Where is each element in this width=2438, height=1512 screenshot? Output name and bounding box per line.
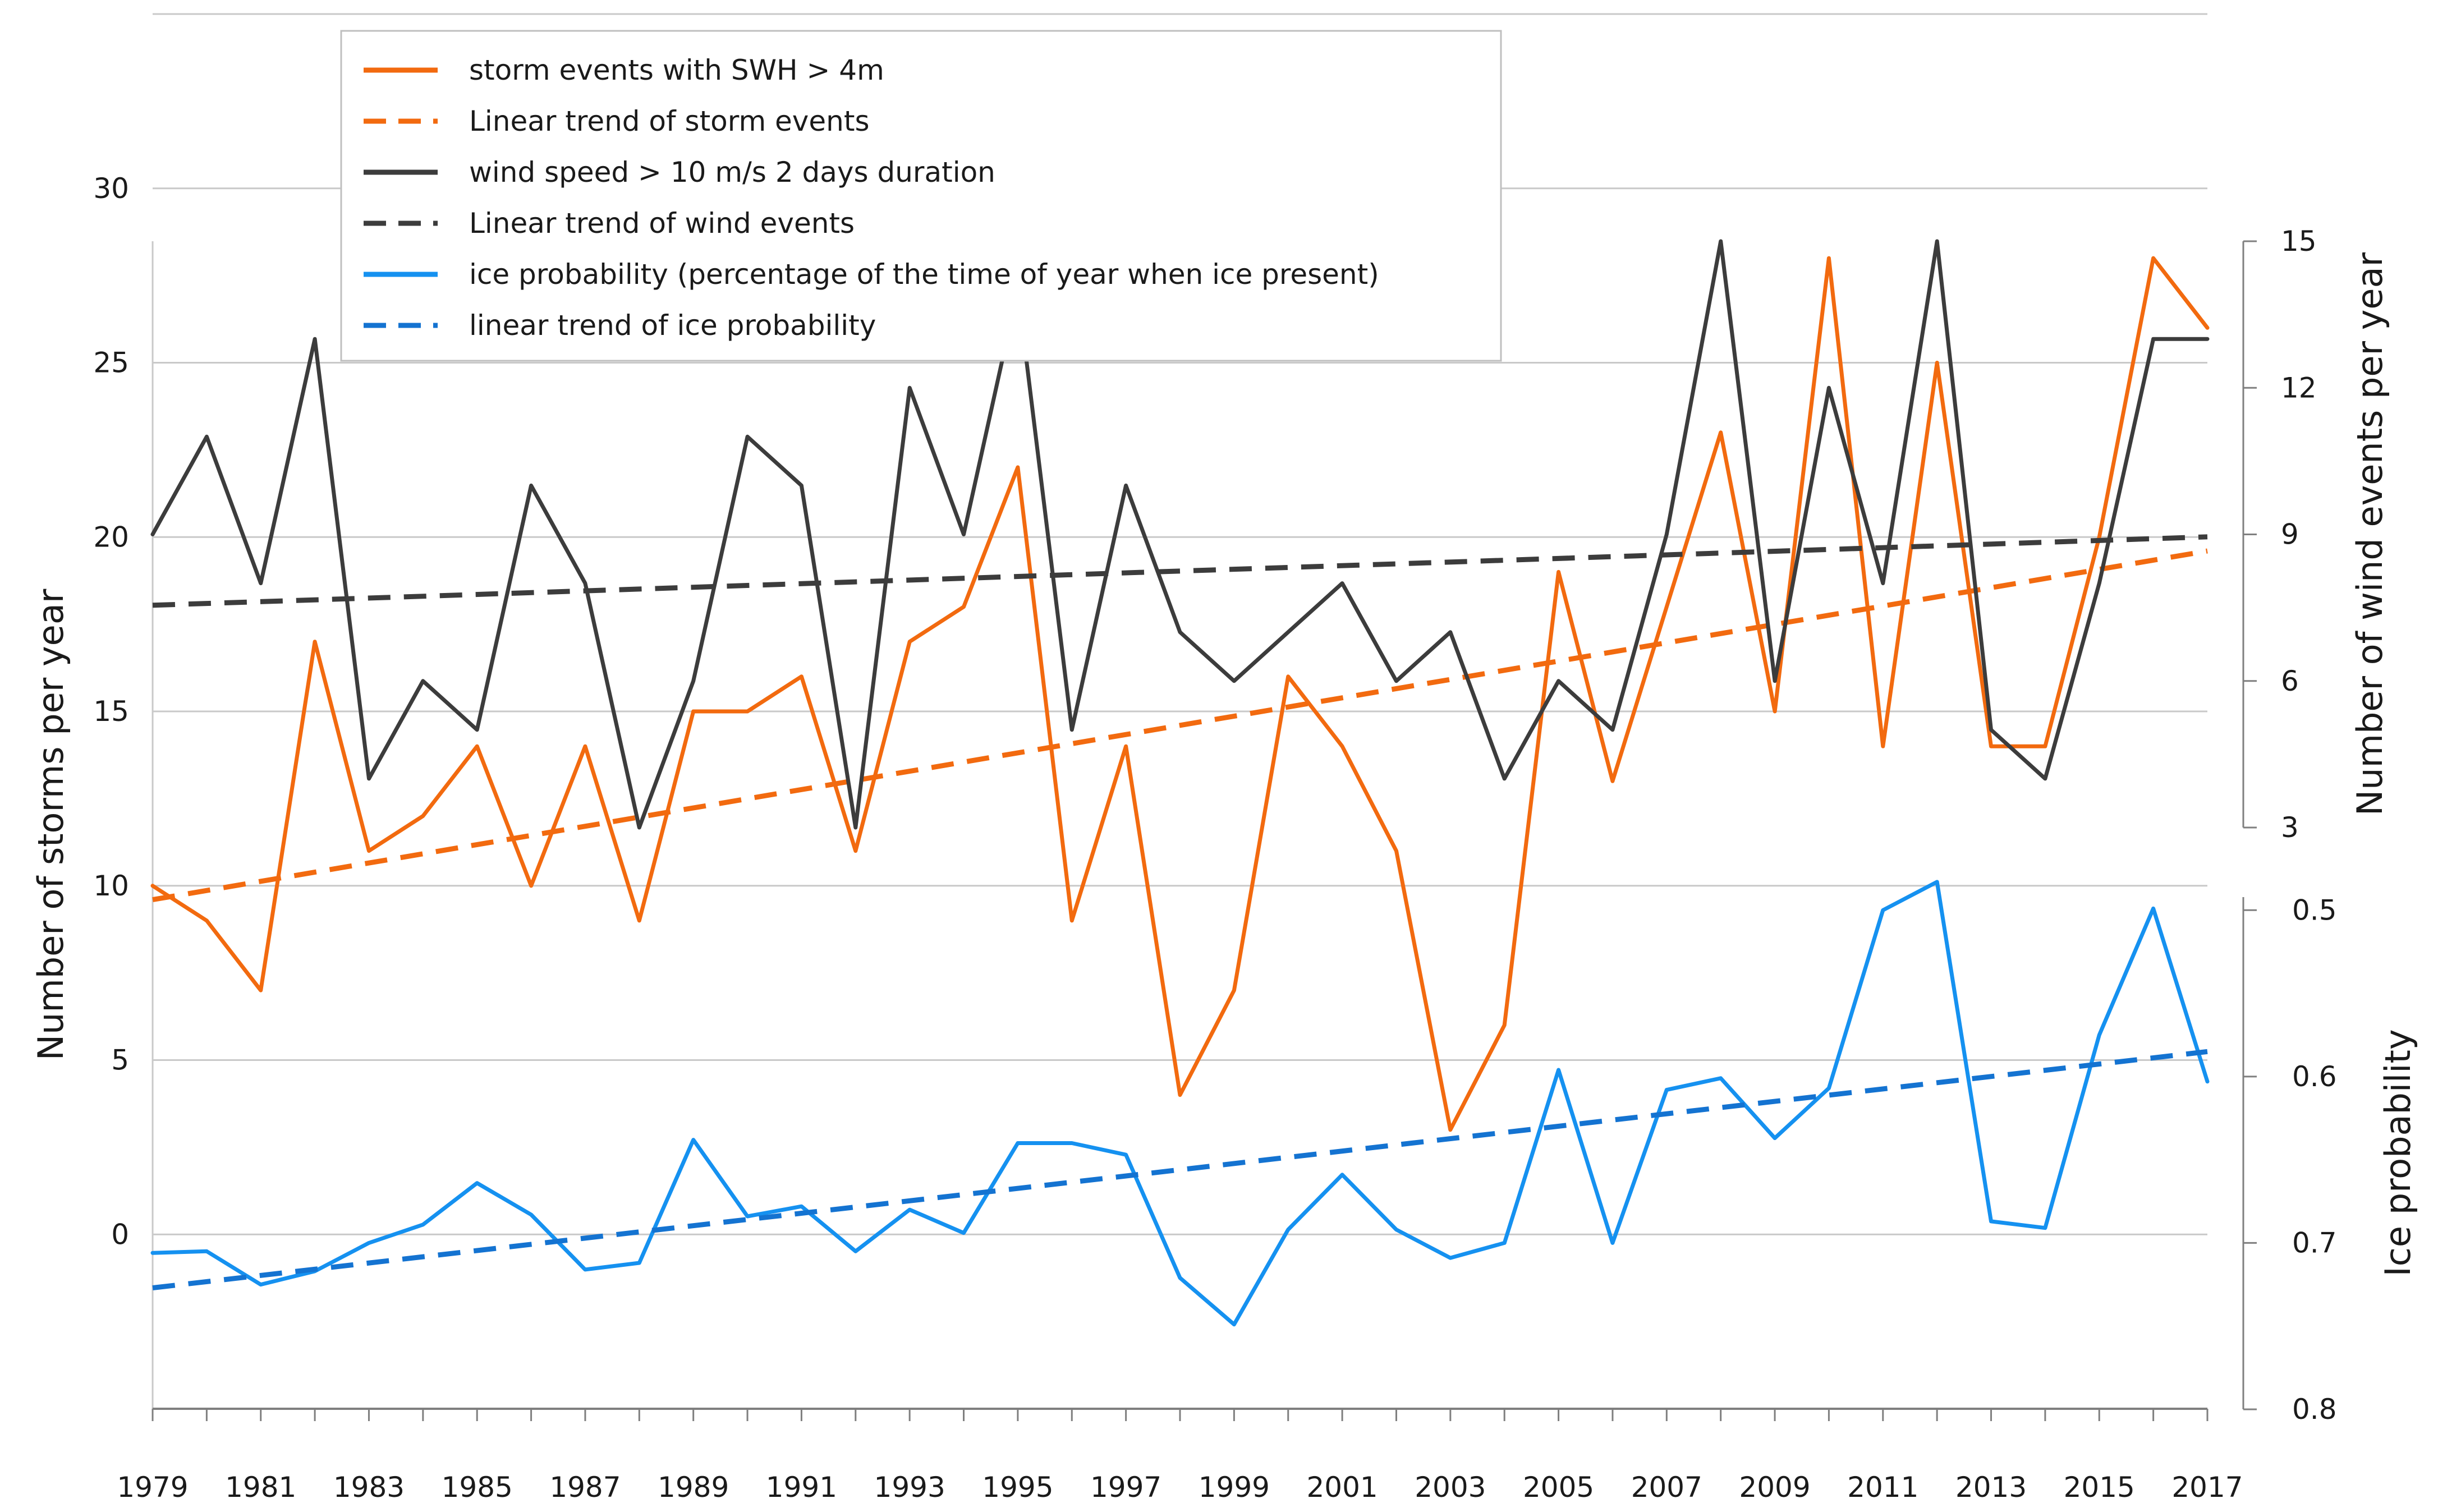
wind-axis-title: Number of wind events per year	[2349, 252, 2390, 816]
x-tick-label: 1983	[333, 1471, 405, 1504]
legend-entry: wind speed > 10 m/s 2 days duration	[469, 156, 995, 189]
ice-tick-label: 0.7	[2292, 1226, 2337, 1259]
x-tick-label: 2003	[1415, 1471, 1486, 1504]
x-tick-label: 1997	[1090, 1471, 1161, 1504]
x-tick-label: 1981	[225, 1471, 296, 1504]
legend-entry: ice probability (percentage of the time …	[469, 258, 1379, 291]
legend-entry: Linear trend of wind events	[469, 207, 855, 240]
wind-tick-label: 12	[2281, 371, 2317, 404]
x-tick-label: 1999	[1199, 1471, 1270, 1504]
x-tick-label: 1979	[117, 1471, 188, 1504]
x-tick-label: 2001	[1306, 1471, 1378, 1504]
storms-axis-title: Number of storms per year	[30, 589, 71, 1060]
x-tick-label: 2009	[1739, 1471, 1810, 1504]
wind-tick-label: 3	[2281, 811, 2299, 844]
x-tick-label: 2017	[2171, 1471, 2243, 1504]
storms-tick-label: 0	[111, 1218, 129, 1251]
legend-box	[340, 30, 1502, 362]
ice-tick-label: 0.5	[2292, 894, 2337, 926]
x-tick-label: 1991	[766, 1471, 837, 1504]
storms-tick-label: 15	[93, 695, 129, 728]
x-tick-label: 1985	[442, 1471, 513, 1504]
series	[150, 239, 2210, 1327]
x-tick-label: 2011	[1847, 1471, 1918, 1504]
x-tick-label: 2013	[1955, 1471, 2027, 1504]
storms-tick-label: 10	[93, 870, 129, 902]
series-line	[150, 256, 2210, 1132]
storms-tick-label: 20	[93, 521, 129, 553]
x-tick-label: 1995	[982, 1471, 1053, 1504]
legend-entry: Linear trend of storm events	[469, 105, 870, 137]
series-line	[152, 548, 2208, 903]
x-tick-label: 2007	[1631, 1471, 1702, 1504]
storms-tick-label: 5	[111, 1044, 129, 1077]
x-tick-label: 1993	[874, 1471, 945, 1504]
wind-tick-label: 15	[2281, 225, 2317, 258]
legend-entry: linear trend of ice probability	[469, 309, 876, 342]
x-tick-label: 1989	[658, 1471, 729, 1504]
legend-entry: storm events with SWH > 4m	[469, 54, 884, 86]
ice-tick-label: 0.6	[2292, 1060, 2337, 1093]
series-line	[150, 880, 2210, 1327]
series-line	[152, 1049, 2208, 1290]
ice-axis-title: Ice probability	[2377, 1029, 2418, 1276]
storms-tick-label: 30	[93, 172, 129, 205]
x-tick-label: 2015	[2064, 1471, 2135, 1504]
storms-tick-label: 25	[93, 347, 129, 379]
wind-tick-label: 6	[2281, 665, 2299, 697]
series-line	[152, 534, 2208, 608]
series-line	[150, 239, 2210, 830]
x-tick-label: 2005	[1523, 1471, 1594, 1504]
wind-tick-label: 9	[2281, 518, 2299, 551]
x-tick-label: 1987	[549, 1471, 621, 1504]
ice-tick-label: 0.8	[2292, 1393, 2337, 1426]
legend: storm events with SWH > 4m Linear trend o…	[340, 30, 1502, 362]
axes: 0 5 10 15 20 25 30 Number of storms per year 197…	[30, 172, 2418, 1504]
